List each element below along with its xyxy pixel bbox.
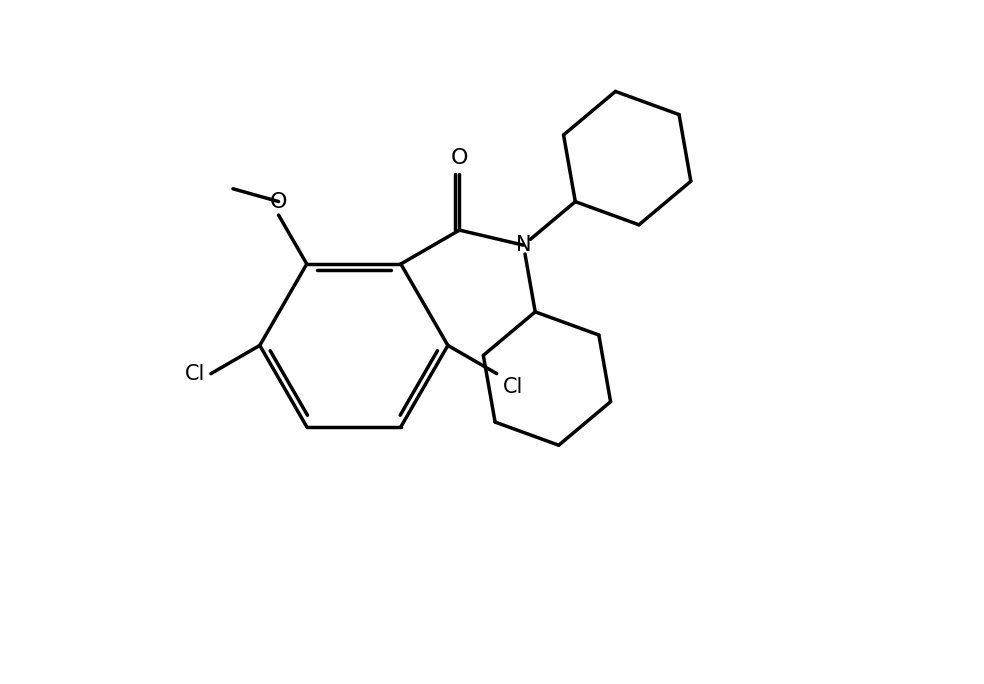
Text: O: O: [451, 148, 468, 168]
Text: Cl: Cl: [185, 364, 205, 384]
Text: N: N: [516, 235, 531, 255]
Text: Cl: Cl: [503, 378, 523, 397]
Text: O: O: [270, 192, 287, 212]
